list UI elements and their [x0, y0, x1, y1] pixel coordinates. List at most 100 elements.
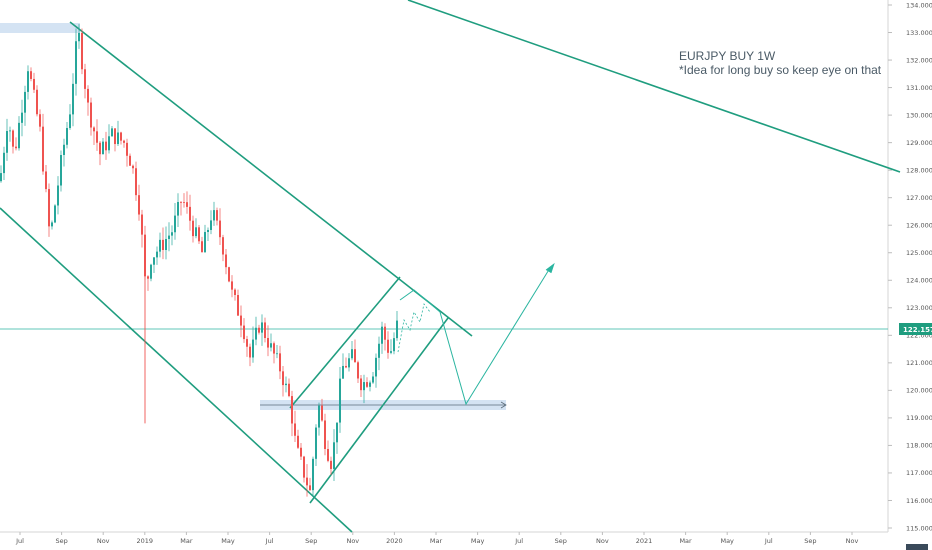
candle-body	[375, 357, 377, 377]
projection-path[interactable]	[399, 267, 551, 406]
candle-body	[174, 215, 176, 233]
candle-body	[159, 239, 161, 252]
candle-body	[258, 327, 260, 333]
y-tick-label: 131.000	[906, 84, 932, 92]
last-price-label: 122.157	[903, 326, 932, 334]
candle-body	[69, 114, 71, 129]
candle-body	[102, 141, 104, 155]
candle-body	[351, 349, 353, 359]
candle-body	[12, 130, 14, 147]
ascending-channel-lower-line[interactable]	[309, 317, 449, 504]
candlestick-series	[0, 24, 398, 497]
plot-area	[0, 0, 888, 532]
candle-body	[294, 423, 296, 436]
candle-body	[357, 362, 359, 379]
candle-body	[141, 214, 143, 235]
y-tick-label: 119.000	[906, 414, 932, 422]
candle-body	[132, 165, 134, 169]
x-tick-label: Nov	[846, 537, 859, 545]
x-tick-label: Nov	[346, 537, 359, 545]
candle-body	[243, 325, 245, 340]
candle-body	[51, 222, 53, 227]
candle-body	[387, 339, 389, 353]
candle-body	[189, 206, 191, 221]
candle-body	[339, 378, 341, 423]
last-price-tag	[899, 323, 932, 335]
candle-body	[186, 202, 188, 207]
candle-body	[207, 229, 209, 233]
candle-body	[96, 131, 98, 143]
candle-body	[72, 83, 74, 115]
annotation-subtitle[interactable]: *Idea for long buy so keep eye on that	[679, 63, 882, 77]
candle-body	[138, 195, 140, 215]
candle-body	[135, 168, 137, 196]
candle-body	[336, 422, 338, 443]
candle-body	[177, 201, 179, 216]
candle-body	[267, 338, 269, 348]
candle-body	[111, 128, 113, 137]
candle-body	[39, 114, 41, 127]
candle-body	[213, 210, 215, 221]
candle-body	[129, 155, 131, 166]
candle-body	[219, 220, 221, 238]
candle-body	[363, 382, 365, 391]
candle-body	[114, 128, 116, 145]
candle-body	[204, 232, 206, 253]
candle-body	[303, 456, 305, 478]
ascending-channel-upper-line[interactable]	[289, 276, 401, 409]
y-tick-label: 127.000	[906, 194, 932, 202]
x-tick-label: Sep	[555, 537, 567, 545]
candle-body	[75, 41, 77, 84]
descending-channel-lower-line[interactable]	[0, 207, 353, 533]
candle-body	[255, 327, 257, 340]
candle-body	[150, 264, 152, 279]
x-tick-label: 2020	[386, 537, 403, 545]
candle-body	[33, 78, 35, 90]
candle-body	[312, 458, 314, 491]
candle-body	[324, 420, 326, 449]
candle-body	[342, 365, 344, 379]
x-tick-label: Sep	[305, 537, 317, 545]
candle-body	[354, 349, 356, 363]
long-term-trend-line[interactable]	[407, 0, 901, 173]
x-tick-label: May	[221, 537, 235, 545]
x-tick-label: Nov	[97, 537, 110, 545]
x-tick-label: Mar	[430, 537, 443, 545]
candle-body	[108, 136, 110, 151]
candle-body	[270, 343, 272, 348]
candle-body	[285, 383, 287, 386]
candle-body	[240, 315, 242, 326]
x-tick-label: Jul	[514, 537, 523, 545]
x-tick-label: Sep	[55, 537, 67, 545]
candle-body	[54, 205, 56, 223]
candle-body	[15, 146, 17, 149]
candle-body	[183, 202, 185, 203]
candle-body	[396, 320, 398, 339]
candle-body	[6, 131, 8, 153]
candle-body	[315, 427, 317, 459]
candle-body	[18, 122, 20, 149]
y-tick-label: 120.000	[906, 387, 932, 395]
candle-body	[333, 442, 335, 469]
candle-body	[147, 276, 149, 279]
candle-body	[225, 254, 227, 268]
y-tick-label: 116.000	[906, 497, 932, 505]
candle-body	[24, 91, 26, 113]
descending-channel-upper-line[interactable]	[69, 21, 473, 337]
candle-body	[162, 239, 164, 251]
candle-body	[276, 353, 278, 355]
candle-body	[222, 237, 224, 255]
candle-body	[117, 132, 119, 145]
candle-body	[228, 267, 230, 282]
x-tick-label: May	[720, 537, 734, 545]
candle-body	[168, 235, 170, 239]
y-axis-ticks: 134.000 133.000 132.000 131.000 130.000 129.0…	[888, 1, 932, 532]
candle-body	[237, 295, 239, 316]
candle-body	[30, 71, 32, 79]
candle-body	[390, 351, 392, 353]
candle-body	[63, 144, 65, 156]
candle-body	[381, 326, 383, 344]
annotation-title[interactable]: EURJPY BUY 1W	[679, 49, 776, 63]
top-zone-rectangle[interactable]	[0, 23, 80, 33]
